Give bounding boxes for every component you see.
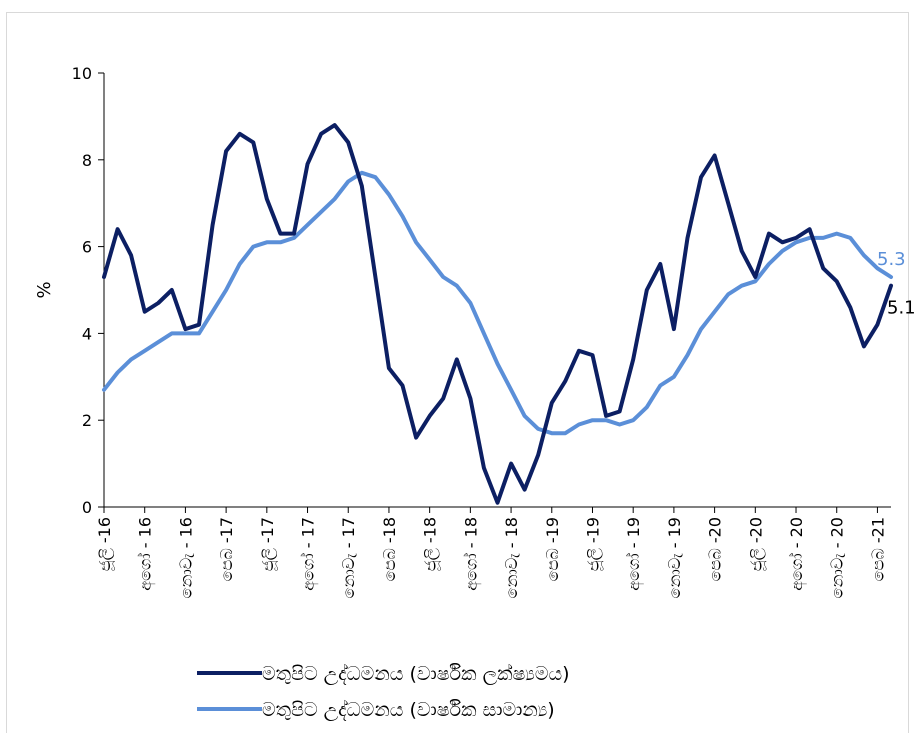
x-tick-label: අගෝ - 19 bbox=[624, 517, 644, 591]
x-tick-label: අගෝ - 20 bbox=[787, 517, 807, 591]
series-line-0 bbox=[102, 123, 893, 505]
legend: මතුපිට උද්ධමනය (වාර්ෂික ලක්ෂ්‍යමය) මතුපිට… bbox=[197, 663, 570, 721]
x-tick-label: ජූලි -17 bbox=[258, 517, 278, 571]
x-tick-label: අගෝ - 16 bbox=[136, 517, 156, 591]
chart-frame bbox=[6, 12, 909, 733]
legend-label-1: මතුපිට උද්ධමනය (වාර්ෂික සාමාන්‍ය) bbox=[262, 699, 555, 721]
x-tick-label: නොවැ - 17 bbox=[339, 517, 358, 598]
x-tick-label: පෙබ -17 bbox=[217, 517, 236, 581]
y-tick-label: 0 bbox=[82, 498, 92, 517]
x-tick-labels: ජූලි -16 අගෝ - 16 නොවැ - 16 පෙබ -17 ජූලි -17… bbox=[95, 517, 887, 598]
legend-label-0: මතුපිට උද්ධමනය (වාර්ෂික ලක්ෂ්‍යමය) bbox=[262, 663, 570, 685]
x-tick-label: නොවැ - 18 bbox=[502, 517, 521, 598]
x-tick-label: පෙබ -20 bbox=[706, 517, 725, 581]
x-tick-label: පෙබ -19 bbox=[543, 517, 562, 581]
end-label-average: 5.3 bbox=[877, 249, 906, 270]
x-tick-label: ජූලි -18 bbox=[421, 517, 441, 571]
end-label-point: 5.1 bbox=[887, 298, 915, 319]
y-tick-label: 4 bbox=[82, 324, 92, 343]
y-axis-label: % bbox=[34, 281, 55, 298]
x-tick-label: ජූලි -20 bbox=[746, 517, 766, 571]
x-tick-label: නොවැ - 16 bbox=[176, 517, 195, 598]
series-line-1 bbox=[102, 170, 893, 436]
x-tick-label: ජූලි -19 bbox=[583, 517, 603, 571]
y-tick-label: 10 bbox=[72, 64, 92, 83]
x-tick-label: පෙබ -21 bbox=[868, 517, 887, 581]
x-tick-label: පෙබ -18 bbox=[380, 517, 399, 581]
y-tick-labels: 0 2 4 6 8 10 bbox=[72, 64, 92, 517]
x-tick-label: ජූලි -16 bbox=[95, 517, 115, 571]
end-labels: 5.3 5.1 bbox=[877, 249, 915, 319]
x-tick-label: අගෝ - 18 bbox=[461, 517, 481, 591]
series-lines bbox=[102, 123, 893, 505]
y-tick-label: 8 bbox=[82, 151, 92, 170]
x-tick-label: නොවැ - 20 bbox=[828, 517, 847, 598]
y-tick-label: 6 bbox=[82, 238, 92, 257]
x-tick-label: නොවැ - 19 bbox=[665, 517, 684, 598]
axes bbox=[98, 72, 891, 513]
y-tick-label: 2 bbox=[82, 411, 92, 430]
x-tick-label: අගෝ - 17 bbox=[299, 517, 319, 591]
